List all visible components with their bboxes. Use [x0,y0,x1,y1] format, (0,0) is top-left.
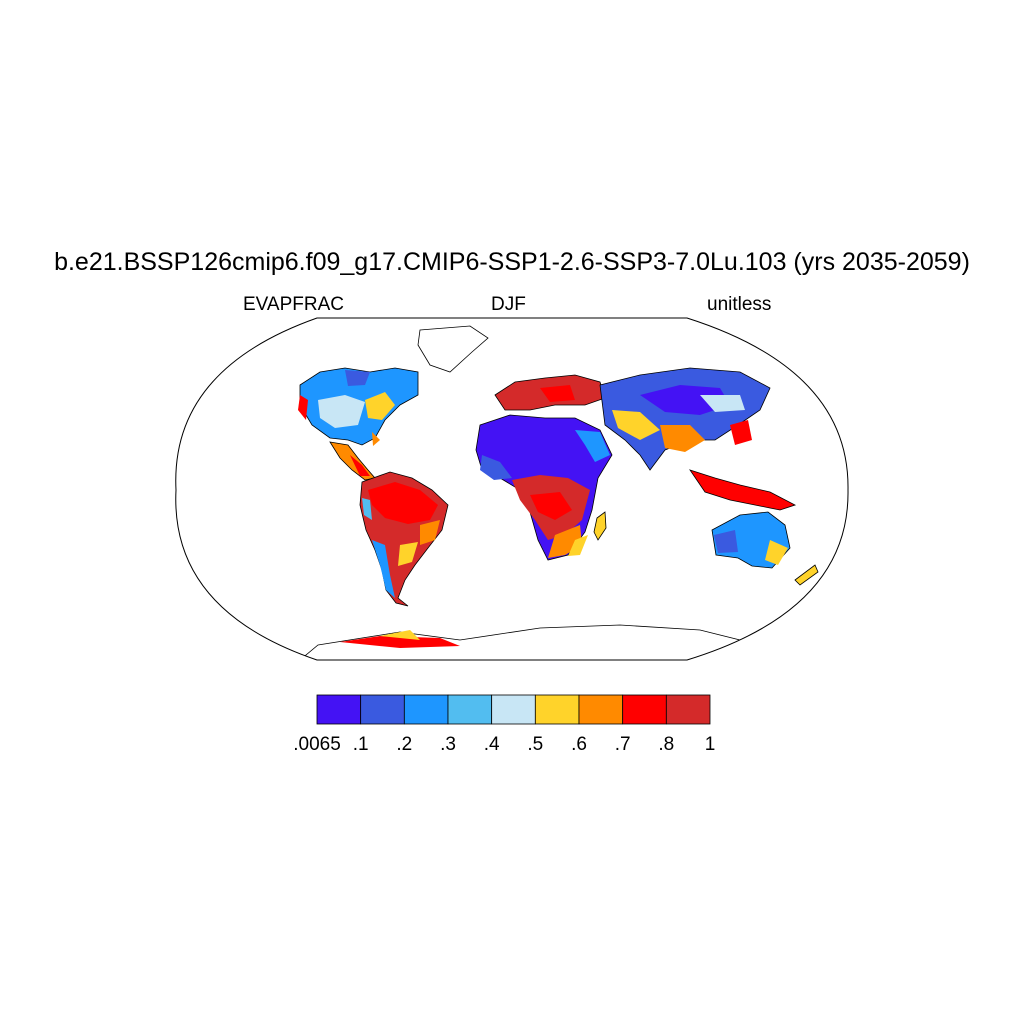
region-madagascar [593,511,607,541]
colorbar-swatch [534,694,580,725]
colorbar-swatch [360,694,405,725]
colorbar-swatch [578,694,624,725]
region-greenland [417,325,489,373]
region-asia [599,367,771,471]
colorbar-tick-label: .7 [615,734,631,755]
colorbar-tick-label: .2 [396,734,412,755]
colorbar-swatch [622,694,667,725]
colorbar-swatch [665,694,711,725]
colorbar-swatch [316,694,362,725]
map-border [175,317,849,661]
variable-name-label: EVAPFRAC [243,294,345,315]
region-new-zealand [794,564,819,586]
season-label: DJF [491,294,526,315]
colorbar-tick-label: .3 [440,734,456,755]
colorbar-swatch [447,694,493,725]
colorbar-tick-label: .0065 [293,734,341,755]
colorbar-tick-label: .6 [571,734,587,755]
colorbar-swatch [491,694,536,725]
colorbar-tick-label: .4 [484,734,500,755]
region-maritime-continent [689,469,797,511]
colorbar-swatch [403,694,449,725]
plot-title: b.e21.BSSP126cmip6.f09_g17.CMIP6-SSP1-2.… [54,248,970,276]
colorbar: .0065 .1 .2 .3 .4 .5 .6 .7 .8 1 [293,694,716,755]
map-data-layer [298,325,819,660]
region-antarctica [298,624,761,660]
colorbar-tick-label: .1 [353,734,369,755]
colorbar-tick-label: .8 [658,734,674,755]
units-label: unitless [707,294,772,315]
colorbar-tick-label: .5 [527,734,543,755]
colorbar-tick-label: 1 [705,734,716,755]
